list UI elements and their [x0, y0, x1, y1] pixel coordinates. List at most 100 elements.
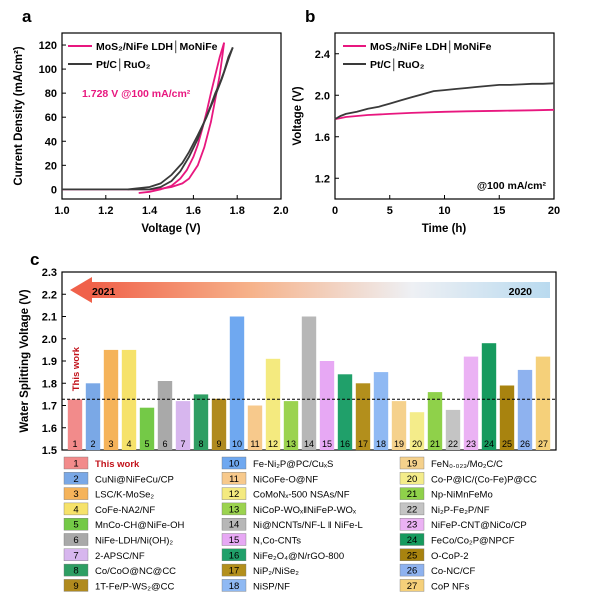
bar-index-label: 17	[358, 439, 368, 449]
legend-label-22: Ni₂P-Fe₂P/NF	[431, 505, 490, 516]
legend-number: 15	[229, 535, 240, 546]
bar-index-label: 16	[340, 439, 350, 449]
bar-index-label: 1	[72, 439, 77, 449]
panel-c: c 2021 2020 1.51.61.71.81.92.02.12.22.3 …	[19, 250, 557, 592]
legend-number: 2	[73, 474, 78, 485]
a-ytick-label: 0	[51, 184, 57, 196]
c-ytick-label: 2.2	[42, 289, 57, 301]
c-ytick-label: 1.8	[42, 378, 57, 390]
legend-swatch-9	[63, 579, 89, 592]
panel-b-x-ticks: 0 5 10 15 20	[332, 195, 560, 217]
panel-c-label: c	[30, 250, 39, 269]
bar-6	[157, 381, 173, 450]
legend-swatch-10	[221, 456, 247, 470]
legend-swatch-21	[399, 487, 425, 500]
legend-swatch-13	[221, 502, 247, 516]
legend-number: 20	[407, 474, 418, 485]
year-arrow: 2021 2020	[70, 277, 550, 303]
bar-index-label: 3	[108, 439, 113, 449]
b-series-line-1	[334, 82, 555, 120]
bar-index-label: 12	[268, 439, 278, 449]
legend-label-19: FeN₀.₀₂₃/Mo₂C/C	[431, 459, 503, 470]
bar-index-label: 26	[520, 439, 530, 449]
legend-swatch-24	[399, 533, 425, 546]
bar-index-label: 10	[232, 439, 242, 449]
bar-index-label: 7	[180, 439, 185, 449]
bar-index-label: 8	[198, 439, 203, 449]
legend-swatch-23	[399, 518, 425, 531]
legend-label-13: NiCoP-WOₓ‖NiFeP-WOₓ	[253, 505, 357, 516]
legend-number: 3	[73, 489, 78, 500]
legend-swatch-25	[399, 548, 425, 561]
legend-label-moS2-b: MoS₂/NiFe LDH│MoNiFe	[370, 40, 492, 54]
legend-number: 4	[73, 504, 78, 515]
bar-24	[481, 343, 497, 450]
panel-b: b 0 5 10 15 20 1.2 1.6 2.0 2.4 Time (h) Voltage…	[292, 7, 560, 235]
c-ytick-label: 1.5	[42, 445, 57, 457]
bar-9	[211, 398, 227, 450]
legend-swatch-14	[221, 518, 247, 531]
panel-b-annotation: @100 mA/cm²	[477, 180, 547, 192]
bar-index-label: 22	[448, 439, 458, 449]
arrow-start-year: 2021	[92, 286, 116, 298]
bar-index-label: 23	[466, 439, 476, 449]
panel-b-ylabel: Voltage (V)	[292, 86, 304, 145]
bar-1	[67, 399, 83, 450]
panel-b-xlabel: Time (h)	[422, 223, 467, 235]
bar-index-label: 24	[484, 439, 494, 449]
a-xtick-label: 1.6	[186, 205, 201, 217]
a-xtick-label: 1.0	[54, 205, 69, 217]
legend-label-1: This work	[95, 459, 140, 470]
legend-number: 25	[407, 550, 418, 561]
b-ytick-label: 2.0	[315, 90, 330, 102]
bar-27	[535, 356, 551, 450]
legend-swatch-26	[399, 563, 425, 577]
panel-a-frame	[61, 32, 282, 200]
bar-index-label: 11	[250, 439, 259, 449]
bar-index-label: 6	[162, 439, 167, 449]
a-ytick-label: 100	[39, 64, 57, 76]
legend-swatch-6	[63, 533, 89, 546]
legend-swatch-18	[221, 579, 247, 592]
a-xtick-label: 2.0	[273, 205, 288, 217]
bar-index-label: 20	[412, 439, 422, 449]
bar-23	[463, 356, 479, 450]
b-xtick-label: 0	[332, 205, 338, 217]
a-ytick-label: 40	[45, 136, 57, 148]
panel-b-y-ticks: 1.2 1.6 2.0 2.4	[315, 49, 339, 185]
bar-14	[301, 316, 317, 450]
bar-index-label: 9	[216, 439, 221, 449]
bar-20	[409, 412, 425, 450]
bar-index-label: 25	[502, 439, 512, 449]
legend-number: 11	[229, 474, 239, 485]
bar-21	[427, 392, 443, 450]
panel-a-annotation: 1.728 V @100 mA/cm²	[82, 88, 191, 100]
panel-a: a 1.0 1.2 1.4 1.6 1.8 2.0 0 20 40 60 80 100 120 Vol…	[13, 7, 289, 235]
panel-b-series	[334, 82, 555, 120]
legend-label-7: 2-APSC/NF	[95, 551, 145, 562]
bar-index-label: 27	[538, 439, 548, 449]
bar-25	[499, 385, 515, 450]
a-ytick-label: 20	[45, 160, 57, 172]
c-ytick-label: 2.1	[42, 312, 57, 324]
panel-b-label: b	[305, 7, 315, 26]
panel-b-legend: MoS₂/NiFe LDH│MoNiFe Pt/C│RuO₂	[343, 40, 492, 72]
legend-number: 14	[229, 520, 240, 531]
bar-index-label: 14	[304, 439, 314, 449]
a-xtick-label: 1.2	[98, 205, 113, 217]
bar-7	[175, 401, 191, 450]
legend-label-2: CuNi@NiFeCu/CP	[95, 474, 174, 485]
legend-label-14: Ni@NCNTs/NF-L ‖ NiFe-L	[253, 520, 363, 531]
bar-index-label: 13	[286, 439, 296, 449]
legend-label-5: MnCo-CH@NiFe-OH	[95, 520, 184, 531]
legend-label-20: Co-P@IC/(Co-Fe)P@CC	[431, 474, 537, 485]
a-ytick-label: 60	[45, 112, 57, 124]
legend-swatch-5	[63, 518, 89, 531]
legend-number: 21	[407, 489, 418, 500]
legend-number: 23	[407, 520, 418, 531]
legend-number: 12	[229, 489, 240, 500]
legend-swatch-20	[399, 472, 425, 485]
panel-a-x-ticks: 1.0 1.2 1.4 1.6 1.8 2.0	[54, 195, 289, 217]
legend-label-12: CoMoNₓ-500 NSAs/NF	[253, 490, 350, 501]
b-xtick-label: 10	[438, 205, 450, 217]
